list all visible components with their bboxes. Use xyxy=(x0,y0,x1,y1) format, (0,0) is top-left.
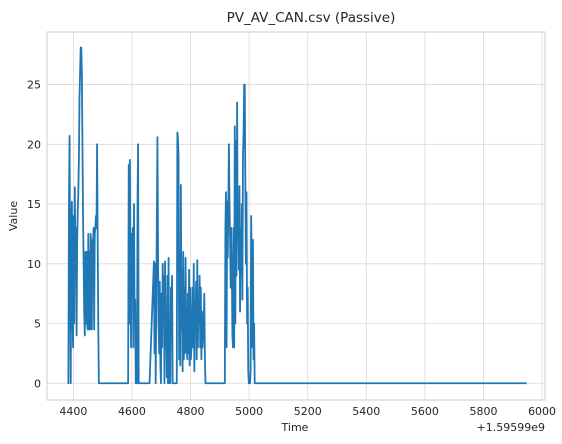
y-tick-label: 20 xyxy=(27,138,41,151)
x-tick-label: 5200 xyxy=(294,405,322,418)
y-tick-label: 5 xyxy=(34,318,41,331)
x-tick-labels: 4400 4600 4800 5000 5200 5400 5600 5800 6000 xyxy=(59,405,556,418)
plot-area-frame xyxy=(46,31,546,401)
x-tick-label: 5000 xyxy=(235,405,263,418)
x-tick-label: 5400 xyxy=(352,405,380,418)
x-tick-label: 4400 xyxy=(59,405,87,418)
x-tick-label: 5600 xyxy=(411,405,439,418)
y-tick-label: 25 xyxy=(27,79,41,92)
y-tick-label: 15 xyxy=(27,198,41,211)
x-tick-label: 5800 xyxy=(469,405,497,418)
series-line xyxy=(67,46,527,385)
y-tick-label: 10 xyxy=(27,258,41,271)
x-tick-label: 6000 xyxy=(528,405,556,418)
y-tick-label: 0 xyxy=(34,377,41,390)
chart-title: PV_AV_CAN.csv (Passive) xyxy=(227,10,396,26)
x-tick-label: 4800 xyxy=(177,405,205,418)
x-tick-label: 4600 xyxy=(118,405,146,418)
y-axis-label: Value xyxy=(7,201,20,231)
x-axis-offset-label: +1.59599e9 xyxy=(477,421,545,434)
y-tick-labels: 0 5 10 15 20 25 xyxy=(27,79,41,391)
series-layer xyxy=(67,46,527,385)
x-axis-label: Time xyxy=(281,421,309,434)
